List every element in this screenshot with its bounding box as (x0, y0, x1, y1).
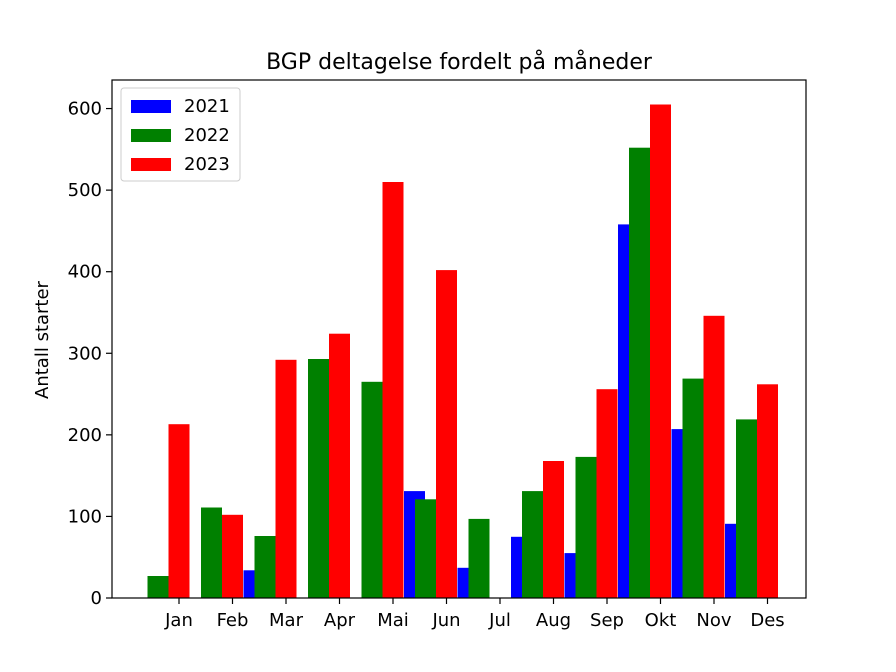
x-tick-label: Jan (164, 610, 193, 631)
y-tick-label: 200 (68, 425, 102, 446)
y-axis-label: Antall starter (32, 280, 53, 399)
y-tick-label: 500 (68, 180, 102, 201)
bar-2023-nov (703, 315, 725, 598)
bar-2022-mai (361, 381, 383, 598)
bar-2023-okt (650, 104, 671, 598)
x-tick-label: Jul (488, 610, 511, 631)
bar-2023-mai (382, 182, 404, 598)
plot-frame (111, 79, 807, 599)
y-tick-label: 100 (68, 506, 102, 527)
bar-2023-sep (596, 389, 618, 598)
x-tick-label: Des (750, 610, 784, 631)
bar-2022-jul (468, 518, 490, 598)
legend: 2021 2022 2023 (120, 87, 241, 182)
bar-2023-jan (168, 424, 190, 598)
x-tick-label: Jun (431, 610, 460, 631)
x-tick-label: Mai (377, 610, 409, 631)
bar-2023-aug (543, 461, 564, 598)
legend-label-2021: 2021 (184, 96, 230, 117)
bar-2022-mar (254, 536, 276, 598)
x-tick-label: Okt (645, 610, 677, 631)
legend-swatch-2021 (131, 100, 171, 113)
x-tick-label: Apr (324, 610, 356, 631)
bar-2023-jun (436, 270, 457, 598)
legend-swatch-2023 (131, 158, 171, 171)
x-tick-label: Aug (536, 610, 571, 631)
chart-title: BGP deltagelse fordelt på måneder (266, 49, 653, 75)
x-tick-label: Mar (269, 610, 304, 631)
bar-2022-feb (201, 507, 222, 598)
x-tick-label: Feb (217, 610, 249, 631)
bar-2022-nov (682, 378, 704, 598)
legend-swatch-2022 (131, 129, 171, 142)
y-tick-label: 300 (68, 343, 102, 364)
bar-2023-feb (222, 514, 243, 598)
bar-2022-aug (522, 491, 543, 598)
bar-2023-des (757, 384, 778, 598)
y-axis: 0 100 200 300 400 500 600 (68, 99, 112, 609)
bar-2023-apr (329, 333, 350, 598)
y-tick-label: 0 (91, 588, 102, 609)
bar-2022-apr (308, 359, 329, 598)
bar-2023-mar (275, 359, 297, 598)
x-tick-label: Sep (590, 610, 624, 631)
bar-2022-sep (575, 456, 597, 598)
bar-2022-jan (147, 576, 169, 598)
bars-group (147, 104, 778, 598)
y-tick-label: 400 (68, 262, 102, 283)
bar-2022-okt (629, 147, 650, 598)
x-axis: Jan Feb Mar Apr Mai Jun Jul Aug Sep Okt Nov Des (164, 598, 785, 631)
legend-label-2022: 2022 (184, 125, 230, 146)
bar-2022-des (736, 419, 757, 598)
legend-label-2023: 2023 (184, 154, 230, 175)
bar-2022-jun (415, 499, 436, 598)
y-tick-label: 600 (68, 99, 102, 120)
x-tick-label: Nov (696, 610, 731, 631)
